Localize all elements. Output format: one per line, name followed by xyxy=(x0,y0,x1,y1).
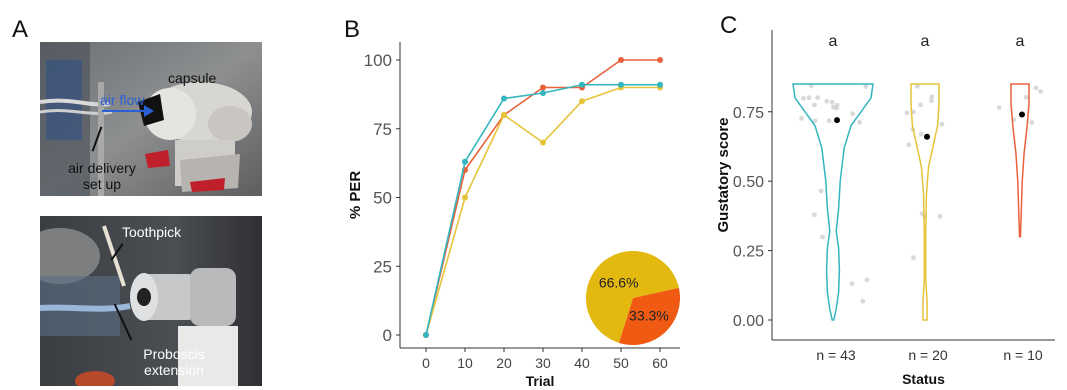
jitter-point xyxy=(904,110,910,116)
series-point-2 xyxy=(540,90,546,96)
label-capsule: capsule xyxy=(168,70,217,86)
jitter-point xyxy=(929,94,935,100)
violin-2 xyxy=(1010,83,1030,238)
series-point-0 xyxy=(657,57,663,63)
y-tick-label: 0.75 xyxy=(733,105,764,122)
n-label-1: n = 20 xyxy=(908,347,948,363)
y-tick-label: 0.50 xyxy=(733,174,764,191)
y-tick-label: 25 xyxy=(373,257,392,276)
y-tick-label: 100 xyxy=(364,51,392,70)
series-point-2 xyxy=(579,81,585,88)
x-tick-label: 30 xyxy=(535,355,551,371)
pie-label-0: 66.6% xyxy=(599,274,639,290)
series-point-1 xyxy=(462,194,468,201)
jitter-point xyxy=(811,212,817,218)
jitter-point xyxy=(829,99,835,105)
jitter-point xyxy=(850,111,856,117)
label-air-delivery: air delivery set up xyxy=(68,160,136,192)
jitter-point xyxy=(937,214,943,219)
jitter-point xyxy=(906,142,912,148)
photo-proboscis-illustration xyxy=(40,216,262,386)
series-point-2 xyxy=(501,95,507,102)
jitter-point xyxy=(914,83,920,89)
pie-label-1: 33.3% xyxy=(629,307,669,323)
series-point-1 xyxy=(501,112,507,118)
x-axis-title: Trial xyxy=(526,373,555,389)
jitter-point xyxy=(929,98,934,104)
violin-mean-1 xyxy=(924,133,930,140)
violin-1 xyxy=(910,83,940,321)
jitter-point xyxy=(918,102,924,108)
jitter-point xyxy=(849,281,855,287)
jitter-point xyxy=(939,121,945,127)
x-tick-label: 60 xyxy=(652,355,668,371)
y-tick-label: 0.25 xyxy=(733,244,764,261)
jitter-point xyxy=(1023,94,1029,100)
series-point-2 xyxy=(462,158,468,165)
jitter-point xyxy=(1033,85,1039,91)
jitter-point xyxy=(860,298,866,304)
jitter-point xyxy=(1029,120,1035,125)
jitter-point xyxy=(799,115,804,121)
jitter-point xyxy=(911,255,916,261)
jitter-point xyxy=(1038,89,1044,94)
air-flow-arrow xyxy=(102,110,146,112)
jitter-point xyxy=(815,95,821,101)
violin-mean-0 xyxy=(834,117,840,124)
jitter-point xyxy=(812,102,817,108)
photo-capsule-setup: capsule air flow air delivery set up xyxy=(40,42,262,196)
jitter-point xyxy=(806,95,812,101)
series-point-0 xyxy=(540,84,546,91)
series-point-2 xyxy=(657,81,663,88)
label-air-flow: air flow xyxy=(100,92,145,108)
violin-mean-2 xyxy=(1019,111,1025,118)
pie-slice-1 xyxy=(618,287,680,345)
series-point-2 xyxy=(423,332,429,338)
jitter-point xyxy=(818,188,824,194)
jitter-point xyxy=(826,118,832,124)
jitter-point xyxy=(800,95,806,101)
jitter-point xyxy=(918,131,924,137)
y-tick-label: 75 xyxy=(373,120,392,139)
photo-proboscis-extension: Toothpick Proboscis extension xyxy=(40,216,262,386)
jitter-point xyxy=(996,105,1002,110)
significance-letter-0: a xyxy=(829,33,838,50)
series-point-1 xyxy=(540,139,546,146)
jitter-point xyxy=(864,277,870,283)
y-tick-label: 50 xyxy=(373,189,392,208)
y-tick-label: 0.00 xyxy=(733,313,764,330)
label-proboscis: Proboscis extension xyxy=(143,346,205,378)
per-line-chart: 0 25 50 75 100 0 10 20 30 40 50 60 Trial % PER 33.3% 66… xyxy=(347,42,680,389)
x-tick-label: 0 xyxy=(422,355,430,371)
n-label-2: n = 10 xyxy=(1003,347,1043,363)
jitter-point xyxy=(824,98,830,104)
x-axis-title: Status xyxy=(902,371,945,387)
label-toothpick: Toothpick xyxy=(122,224,182,240)
series-point-0 xyxy=(618,57,624,63)
jitter-point xyxy=(820,234,825,240)
jitter-point xyxy=(834,105,839,111)
jitter-point xyxy=(857,119,862,125)
significance-letter-1: a xyxy=(921,33,930,50)
y-axis-title: Gustatory score xyxy=(715,117,732,232)
panel-letter-c: C xyxy=(720,12,738,39)
y-axis-title: % PER xyxy=(347,171,364,220)
y-tick-label: 0 xyxy=(383,326,392,345)
x-tick-label: 40 xyxy=(574,355,590,371)
panel-letter-b: B xyxy=(344,16,361,43)
x-tick-label: 20 xyxy=(496,355,512,371)
jitter-point xyxy=(812,118,818,124)
series-point-1 xyxy=(579,98,585,105)
violin-0 xyxy=(792,83,874,321)
jitter-point xyxy=(863,84,869,89)
x-tick-label: 50 xyxy=(613,355,629,371)
series-point-2 xyxy=(618,81,624,88)
n-label-0: n = 43 xyxy=(816,347,856,363)
pie-slice-0 xyxy=(586,250,679,343)
x-tick-label: 10 xyxy=(457,355,473,371)
significance-letter-2: a xyxy=(1016,33,1025,50)
air-flow-arrowhead xyxy=(144,105,154,117)
panel-letter-a: A xyxy=(12,16,29,43)
